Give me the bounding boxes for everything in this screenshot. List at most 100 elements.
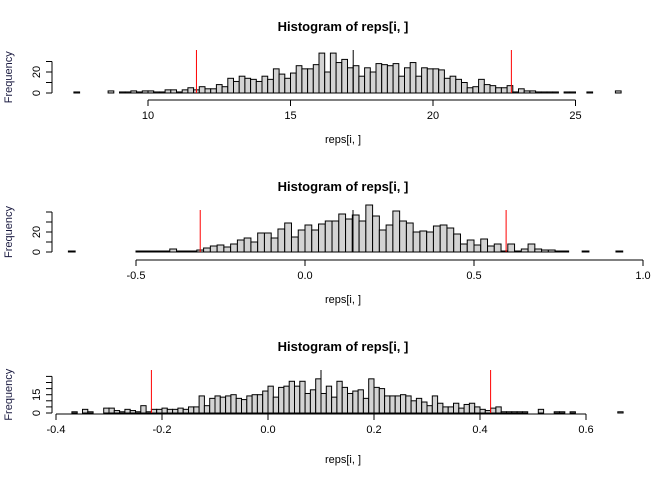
x-axis-label: reps[i, ] — [325, 294, 361, 306]
histogram-bar — [455, 78, 462, 94]
histogram-bar — [512, 91, 519, 94]
histogram-bar — [156, 408, 163, 414]
histogram-bar — [459, 243, 468, 253]
histogram-bar — [230, 243, 238, 253]
histogram-bar — [140, 405, 147, 414]
histogram-bar — [87, 411, 94, 414]
histogram-bar — [495, 406, 502, 414]
histogram-bar — [272, 396, 280, 414]
histogram-bar — [484, 410, 492, 414]
histogram-bar — [439, 224, 448, 253]
histogram-bar — [392, 210, 401, 253]
histogram-bar — [523, 90, 531, 94]
histogram-bar — [399, 220, 407, 253]
histogram-bar — [73, 91, 81, 94]
histogram-bar — [466, 239, 475, 253]
histogram-bar — [304, 392, 311, 414]
histogram-bar — [187, 87, 195, 94]
histogram-bar — [315, 378, 322, 414]
histogram-bar — [193, 406, 200, 414]
histogram-bar — [283, 385, 290, 414]
histogram-bar — [426, 68, 434, 94]
histogram-bar — [278, 73, 286, 94]
x-tick-label: -0.4 — [47, 424, 66, 436]
histogram-bar — [214, 395, 221, 414]
histogram-bar — [521, 411, 529, 414]
histogram-bar — [384, 395, 391, 414]
histogram-bar — [463, 403, 470, 414]
histogram-bar — [375, 63, 383, 94]
histogram-bar — [304, 224, 313, 253]
histogram-bar — [364, 67, 371, 94]
histogram-bar — [312, 64, 320, 94]
x-tick-label: 25 — [569, 110, 581, 122]
histogram-bar — [150, 408, 158, 414]
histogram-bar — [176, 91, 183, 94]
histogram-bar — [415, 397, 423, 414]
x-tick-label: 0.5 — [466, 270, 481, 282]
histogram-bar — [169, 248, 178, 253]
x-tick-label: 15 — [284, 110, 296, 122]
histogram-bar — [155, 250, 164, 253]
histogram-bar — [529, 90, 537, 94]
histogram-bar — [294, 385, 301, 414]
histogram-bar — [559, 411, 566, 414]
histogram-bar — [227, 77, 235, 94]
histogram-bar — [272, 68, 280, 94]
y-axis-label: Frequency — [3, 368, 15, 420]
histogram-bar — [236, 239, 245, 253]
histogram-bar — [221, 86, 229, 94]
histogram-bar — [369, 71, 377, 94]
histogram-bar — [389, 395, 396, 414]
histogram-bar — [426, 231, 434, 253]
histogram-bar — [341, 386, 349, 414]
histogram-bar — [490, 407, 497, 414]
histogram-bar — [368, 378, 375, 414]
histogram-bar — [561, 250, 570, 253]
y-axis-label: Frequency — [3, 51, 15, 103]
histogram-bar — [362, 397, 370, 414]
histogram-bar — [400, 394, 407, 414]
histogram-bar — [446, 227, 455, 253]
histogram-bar — [290, 72, 297, 94]
histogram-bar — [172, 408, 179, 414]
histogram-bar — [188, 406, 195, 414]
histogram-bar — [166, 408, 174, 414]
histogram-bar — [256, 394, 264, 414]
histogram-bar — [189, 250, 198, 253]
x-tick-label: 20 — [427, 110, 439, 122]
histogram-bar — [500, 87, 508, 94]
histogram-bar — [267, 78, 274, 94]
histogram-bar — [215, 84, 223, 94]
histogram-bar — [514, 250, 522, 253]
histogram-bar — [461, 82, 468, 94]
x-tick-label: 0.0 — [260, 424, 275, 436]
histogram-bar — [288, 380, 296, 414]
histogram-bar — [209, 245, 218, 253]
histogram-bar — [235, 397, 242, 414]
histogram-bar — [431, 395, 439, 414]
histogram-bar — [447, 406, 455, 414]
histogram-bar — [107, 90, 115, 94]
histogram-bar — [453, 402, 460, 414]
histogram-bar — [474, 406, 481, 414]
histogram-bar — [443, 77, 451, 94]
histogram-bar — [405, 222, 414, 253]
histogram-bar — [244, 77, 252, 94]
histogram-bar — [541, 249, 549, 253]
y-axis-label: Frequency — [3, 206, 15, 258]
histogram-bar — [432, 68, 440, 94]
histogram-bar — [553, 411, 561, 414]
histogram-bar — [569, 411, 576, 414]
histogram-bar — [103, 407, 110, 414]
histogram-panel-2: Histogram of reps[i, ] -0.5 0.0 0.5 1.0 reps[… — [3, 179, 651, 306]
x-tick-label: 0.6 — [578, 424, 593, 436]
histogram-bar — [124, 408, 131, 414]
histogram-bar — [318, 52, 326, 94]
histogram-bar — [438, 69, 445, 94]
chart-title: Histogram of reps[i, ] — [278, 19, 409, 34]
histogram-bar — [520, 248, 529, 253]
histogram-bar — [230, 394, 237, 414]
histogram-panel-1: Histogram of reps[i, ] 10 15 20 25 reps[i, ] 0… — [3, 19, 622, 146]
histogram-bar — [204, 88, 212, 94]
